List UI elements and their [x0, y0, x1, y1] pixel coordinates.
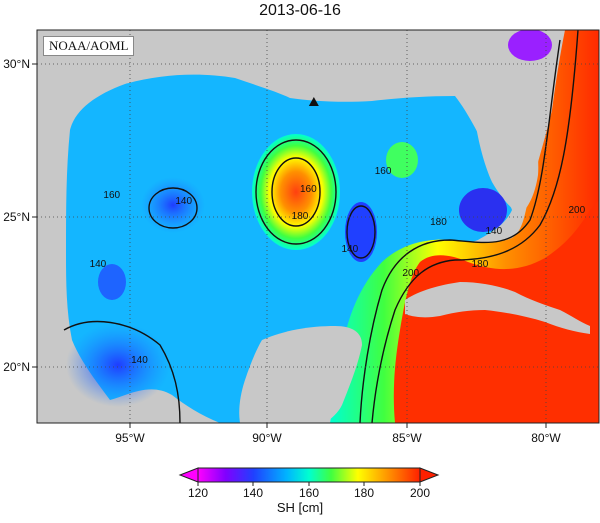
- contour-labels: 160 140 140 140 160 180 140 160 180 140 180 200 200: [90, 166, 586, 366]
- contour-label: 140: [485, 226, 502, 237]
- contour-label: 140: [341, 244, 358, 255]
- contour-label: 180: [472, 259, 489, 270]
- contour-label: 160: [375, 166, 392, 177]
- y-tick-label: 20°N: [3, 360, 30, 374]
- magenta-patch: [508, 30, 552, 61]
- cold-region-southwest: [66, 323, 170, 407]
- triangle-marker: [308, 97, 319, 106]
- colorbar-tick-label: 120: [188, 486, 208, 500]
- contour-label: 140: [90, 259, 107, 270]
- plot-frame: [36, 29, 600, 424]
- colorbar-bar: [197, 467, 421, 483]
- contour-label: 140: [175, 196, 192, 207]
- colorbar-tick-label: 200: [410, 486, 430, 500]
- y-tick-label: 30°N: [3, 57, 30, 71]
- contour-label: 180: [430, 217, 447, 228]
- contour-label: 200: [569, 205, 586, 216]
- x-tick-label: 95°W: [115, 431, 145, 445]
- y-tick-label: 25°N: [3, 210, 30, 224]
- florida-land: [475, 95, 539, 215]
- x-tick-label: 85°W: [392, 431, 422, 445]
- credit-label: NOAA/AOML: [43, 36, 135, 56]
- cuba-land: [405, 282, 590, 334]
- colorbar-high-arrow: [419, 467, 440, 483]
- yucatan-land: [239, 326, 362, 423]
- colorbar: 120 140 160 180 200: [178, 467, 440, 500]
- x-tick-label: 80°W: [531, 431, 561, 445]
- colorbar-tick-label: 140: [243, 486, 263, 500]
- chart-title: 2013-06-16: [259, 2, 341, 19]
- green-patch: [386, 142, 418, 178]
- cold-eddy-west: [141, 177, 205, 233]
- contour-label: 160: [103, 190, 120, 201]
- contour-label: 180: [292, 211, 309, 222]
- cold-eddy-florida: [459, 188, 507, 232]
- graticule: [37, 30, 599, 423]
- colorbar-tick-label: 160: [299, 486, 319, 500]
- contour-label: 200: [402, 268, 419, 279]
- colorbar-tick-label: 180: [354, 486, 374, 500]
- x-tick-label: 90°W: [252, 431, 282, 445]
- warm-eddy: [252, 134, 340, 250]
- contour-lines: [63, 30, 579, 423]
- cold-eddy-small: [98, 264, 126, 300]
- contour-label: 140: [131, 355, 148, 366]
- colorbar-low-arrow: [178, 467, 199, 483]
- contour-label: 160: [300, 184, 317, 195]
- colorbar-title: SH [cm]: [276, 500, 324, 515]
- axis-ticks: [32, 63, 547, 428]
